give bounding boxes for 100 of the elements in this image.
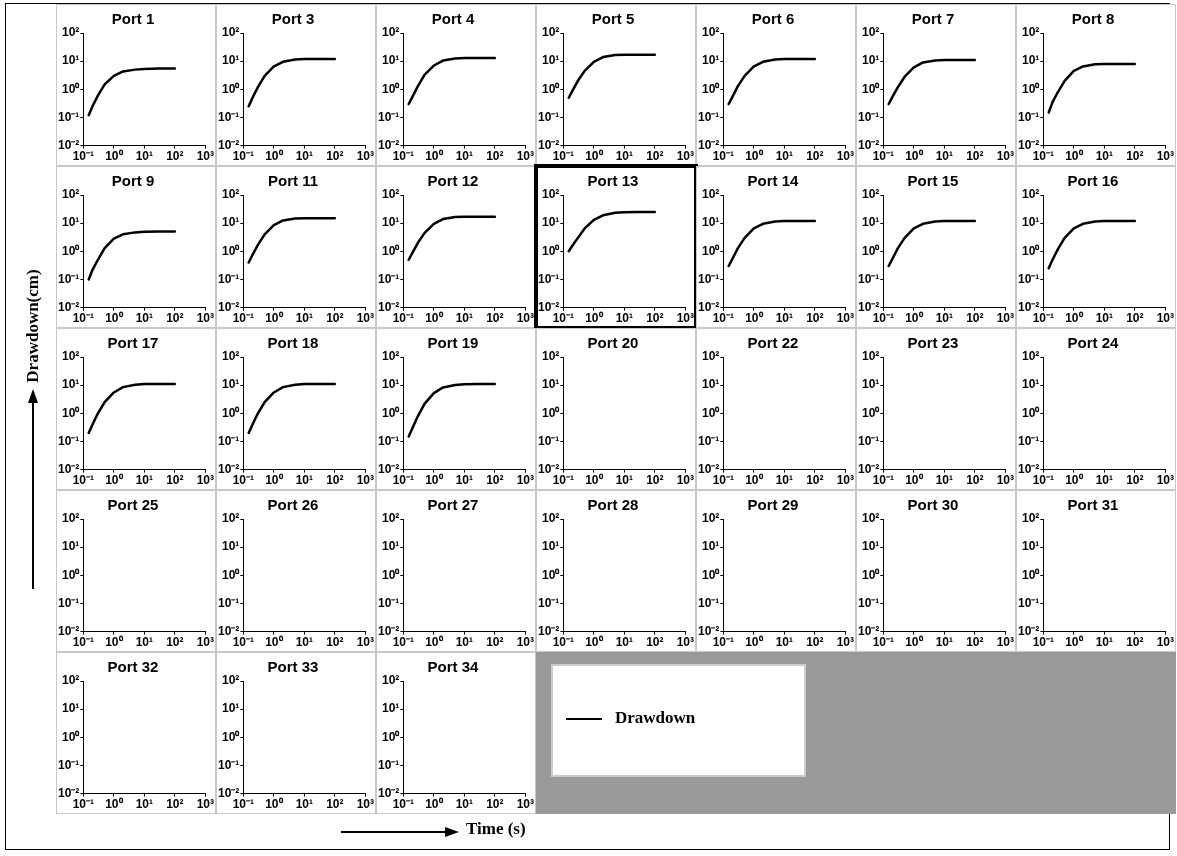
x-tick-label: 10² [486, 473, 504, 488]
x-tick-label: 10¹ [615, 311, 634, 326]
text: Time (s) [466, 819, 526, 839]
x-tick-label: 10⁻¹ [232, 311, 255, 326]
y-tick-label: 10¹ [62, 377, 80, 392]
chart-title: Port 14 [747, 172, 800, 190]
x-tick-label: 10⁰ [265, 473, 284, 488]
x-tick-label: 10² [326, 473, 344, 488]
y-tick-label: 10¹ [542, 539, 560, 554]
y-tick-label: 10¹ [382, 539, 400, 554]
x-tick-label: 10³ [1156, 473, 1174, 488]
x-tick-label: 10² [326, 635, 344, 650]
x-tick-label: 10² [966, 473, 984, 488]
y-tick-label: 10⁻¹ [1018, 271, 1040, 286]
x-tick-label: 10² [966, 149, 984, 164]
x-tick-label: 10¹ [775, 473, 794, 488]
y-tick-label: 10⁻² [538, 137, 560, 152]
chart-title: Port 34 [427, 658, 480, 676]
x-tick-label: 10³ [996, 473, 1014, 488]
y-tick-label: 10⁰ [701, 405, 721, 420]
x-tick-label: 10³ [996, 635, 1014, 650]
x-tick-label: 10⁰ [745, 635, 764, 650]
chart-title: Port 23 [907, 334, 959, 352]
chart-title: Port 31 [1067, 496, 1119, 514]
x-tick-label: 10¹ [615, 473, 634, 488]
y-tick-label: 10⁻¹ [378, 271, 400, 286]
y-tick-label: 10⁻¹ [378, 433, 400, 448]
y-tick-label: 10⁻² [858, 299, 880, 314]
y-tick-label: 10⁻² [58, 623, 80, 638]
x-tick-label: 10¹ [135, 149, 154, 164]
x-tick-label: 10² [646, 473, 664, 488]
y-tick-label: 10⁻¹ [218, 595, 240, 610]
x-tick-label: 10⁰ [105, 635, 124, 650]
y-tick-label: 10⁻² [58, 137, 80, 152]
x-tick-label: 10² [486, 149, 504, 164]
y-tick-label: 10² [702, 349, 720, 364]
x-tick-label: 10⁻¹ [712, 635, 735, 650]
x-tick-label: 10⁻¹ [392, 311, 415, 326]
x-tick-label: 10³ [516, 311, 534, 326]
y-tick-label: 10⁰ [541, 405, 561, 420]
x-tick-label: 10³ [996, 311, 1014, 326]
x-tick-label: 10¹ [135, 311, 154, 326]
x-tick-label: 10⁻¹ [872, 473, 895, 488]
x-tick-label: 10² [806, 473, 824, 488]
x-tick-label: 10⁻¹ [72, 635, 95, 650]
y-tick-label: 10⁻¹ [538, 109, 560, 124]
x-tick-label: 10¹ [295, 311, 314, 326]
y-tick-label: 10² [222, 511, 240, 526]
chart-title: Port 1 [111, 10, 155, 28]
y-tick-label: 10¹ [1022, 377, 1040, 392]
chart-title: Port 7 [911, 10, 955, 28]
x-tick-label: 10⁻¹ [72, 473, 95, 488]
x-tick-label: 10¹ [455, 149, 474, 164]
y-tick-label: 10² [1022, 187, 1040, 202]
x-tick-label: 10⁰ [745, 473, 764, 488]
x-tick-label: 10³ [836, 473, 854, 488]
x-tick-label: 10³ [516, 473, 534, 488]
x-tick-label: 10⁰ [1065, 311, 1084, 326]
y-tick-label: 10⁰ [221, 81, 241, 96]
x-tick-label: 10³ [516, 635, 534, 650]
x-tick-label: 10⁻¹ [72, 311, 95, 326]
y-tick-label: 10⁰ [1021, 243, 1041, 258]
y-tick-label: 10⁻¹ [858, 433, 880, 448]
y-tick-label: 10⁻² [378, 461, 400, 476]
x-tick-label: 10³ [356, 797, 374, 812]
y-tick-label: 10² [862, 349, 880, 364]
x-tick-label: 10⁻¹ [712, 149, 735, 164]
y-tick-label: 10⁻² [218, 623, 240, 638]
x-tick-label: 10¹ [1095, 473, 1114, 488]
chart-title: Port 32 [107, 658, 159, 676]
y-tick-label: 10⁰ [1021, 81, 1041, 96]
y-tick-label: 10⁻¹ [58, 433, 80, 448]
x-tick-label: 10⁰ [425, 635, 444, 650]
y-tick-label: 10² [702, 25, 720, 40]
y-tick-label: 10⁰ [701, 243, 721, 258]
x-tick-label: 10¹ [935, 311, 954, 326]
y-tick-label: 10⁻¹ [698, 595, 720, 610]
x-tick-label: 10² [646, 149, 664, 164]
y-tick-label: 10⁻¹ [378, 757, 400, 772]
chart-title: Port 6 [751, 10, 795, 28]
y-tick-label: 10² [382, 511, 400, 526]
y-tick-label: 10¹ [62, 701, 80, 716]
x-tick-label: 10⁰ [905, 311, 924, 326]
y-tick-label: 10⁻² [378, 299, 400, 314]
x-tick-label: 10⁻¹ [1032, 635, 1055, 650]
chart-title: Port 26 [267, 496, 319, 514]
x-tick-label: 10² [326, 797, 344, 812]
x-tick-label: 10⁰ [585, 311, 604, 326]
y-tick-label: 10⁻¹ [1018, 433, 1040, 448]
x-tick-label: 10¹ [775, 311, 794, 326]
x-tick-label: 10³ [836, 635, 854, 650]
y-tick-label: 10¹ [222, 53, 240, 68]
y-tick-label: 10⁻² [1018, 623, 1040, 638]
chart-title: Port 25 [107, 496, 159, 514]
x-tick-label: 10² [966, 311, 984, 326]
x-tick-label: 10⁰ [905, 473, 924, 488]
x-tick-label: 10⁰ [105, 311, 124, 326]
x-tick-label: 10³ [356, 635, 374, 650]
x-tick-label: 10² [166, 797, 184, 812]
x-tick-label: 10¹ [935, 149, 954, 164]
